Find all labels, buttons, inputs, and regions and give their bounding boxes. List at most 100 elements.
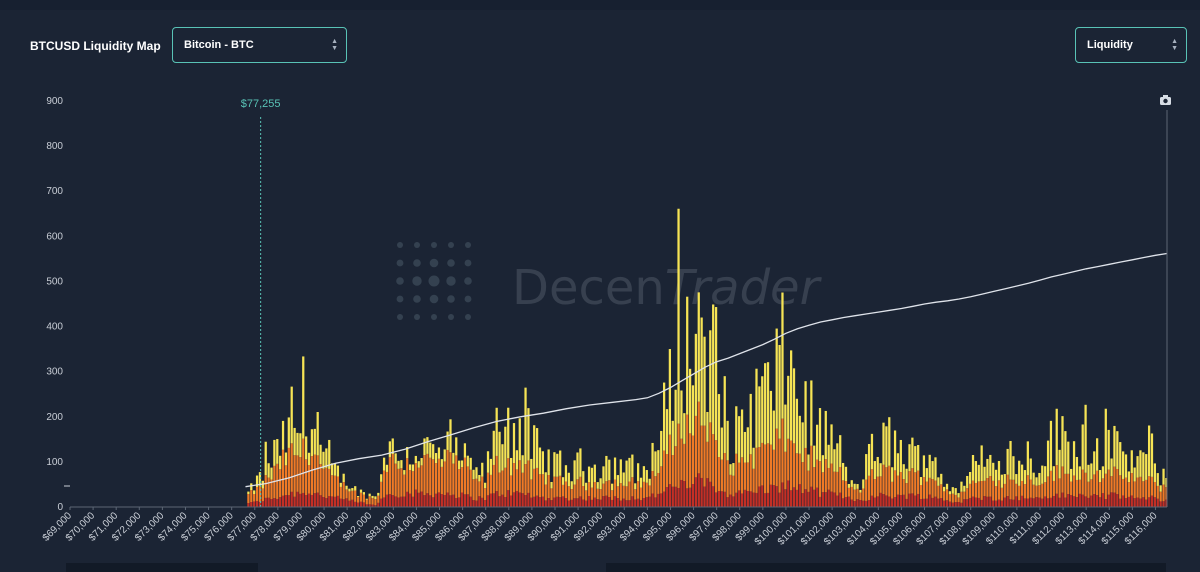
bar-mid <box>593 482 596 498</box>
bar-high <box>743 431 747 463</box>
bar-mid <box>986 478 989 497</box>
asset-select-value: Bitcoin - BTC <box>184 39 254 51</box>
bar-high <box>1110 458 1113 477</box>
bar-low <box>313 493 316 507</box>
mode-select-value: Liquidity <box>1087 39 1133 51</box>
bar-low <box>634 499 637 507</box>
bar-mid <box>908 471 911 494</box>
y-tick-label: 0 <box>57 502 63 513</box>
bar-mid <box>486 472 490 496</box>
range-selector-right[interactable] <box>606 563 1166 572</box>
bar-high <box>535 428 539 468</box>
bar-low <box>844 497 848 507</box>
bar-mid <box>966 488 969 500</box>
bar-mid <box>622 485 625 499</box>
bar-low <box>1104 499 1107 507</box>
bar-mid <box>810 445 813 487</box>
bar-mid <box>735 453 738 493</box>
bar-high <box>345 485 348 490</box>
bar-low <box>356 502 360 507</box>
bar-low <box>911 493 914 507</box>
bar-mid <box>553 476 556 498</box>
bar-low <box>420 491 423 507</box>
bar-mid <box>639 487 643 501</box>
bar-mid <box>1159 491 1162 502</box>
bar-mid <box>943 491 946 501</box>
bar-high <box>1009 440 1012 480</box>
bar-high <box>634 483 637 490</box>
bar-high <box>498 431 501 473</box>
bar-low <box>530 497 533 507</box>
bar-high <box>888 417 891 466</box>
bar-mid <box>325 467 328 499</box>
bar-mid <box>743 462 747 490</box>
bar-high <box>703 336 706 426</box>
bar-mid <box>608 480 611 498</box>
bar-low <box>509 495 513 507</box>
bar-low <box>651 493 654 507</box>
bar-high <box>1159 485 1162 492</box>
bar-mid <box>694 415 697 478</box>
bar-high <box>573 460 576 485</box>
bar-high <box>290 386 293 444</box>
bar-high <box>651 442 654 472</box>
bar-mid <box>423 455 426 496</box>
bar-high <box>919 477 923 485</box>
bar-low <box>717 491 721 507</box>
bar-mid <box>299 457 302 494</box>
bar-low <box>622 498 625 507</box>
bar-mid <box>313 454 316 494</box>
bar-mid <box>1153 481 1156 498</box>
bar-high <box>429 442 432 458</box>
bar-low <box>267 497 270 507</box>
bar-high <box>1121 451 1125 479</box>
bar-low <box>807 491 810 507</box>
asset-select[interactable]: Bitcoin - BTC ▲ ▼ <box>172 27 347 63</box>
watermark-text-a: Decen <box>512 260 665 316</box>
bar-mid <box>827 467 830 490</box>
range-selector-left[interactable] <box>66 563 258 572</box>
bar-mid <box>983 480 986 497</box>
bar-mid <box>836 471 839 496</box>
bar-mid <box>550 488 553 501</box>
bar-high <box>585 482 588 491</box>
bar-high <box>1101 466 1105 479</box>
bar-low <box>951 502 954 507</box>
bar-high <box>593 464 596 483</box>
bar-low <box>345 498 348 507</box>
bar-low <box>660 493 663 507</box>
bar-low <box>896 494 900 507</box>
bar-high <box>394 453 397 464</box>
bar-mid <box>1147 476 1151 498</box>
bar-mid <box>729 474 732 495</box>
bar-high <box>980 445 983 482</box>
bar-high <box>553 452 556 477</box>
bar-high <box>697 292 700 402</box>
bar-high <box>622 472 625 486</box>
bar-high <box>974 461 978 483</box>
bar-high <box>1000 474 1003 488</box>
bar-high <box>564 465 568 482</box>
y-tick-label: 200 <box>46 412 63 423</box>
bar-mid <box>1078 479 1081 494</box>
bar-low <box>873 497 876 507</box>
bar-mid <box>377 495 380 503</box>
bar-mid <box>917 470 920 494</box>
bar-mid <box>602 483 605 497</box>
bar-mid <box>931 479 934 498</box>
bar-low <box>1107 494 1110 507</box>
bar-mid <box>934 480 937 497</box>
bar-high <box>963 485 966 492</box>
camera-icon[interactable] <box>1160 95 1171 105</box>
bar-low <box>943 500 946 507</box>
bar-high <box>795 398 799 454</box>
bar-mid <box>873 479 876 498</box>
bar-low <box>830 491 833 507</box>
bar-mid <box>651 471 654 494</box>
bar-high <box>639 477 643 488</box>
bar-mid <box>587 482 591 497</box>
bar-mid <box>714 440 718 493</box>
bar-low <box>945 500 949 507</box>
mode-select[interactable]: Liquidity ▲ ▼ <box>1075 27 1187 63</box>
bar-mid <box>582 486 585 500</box>
